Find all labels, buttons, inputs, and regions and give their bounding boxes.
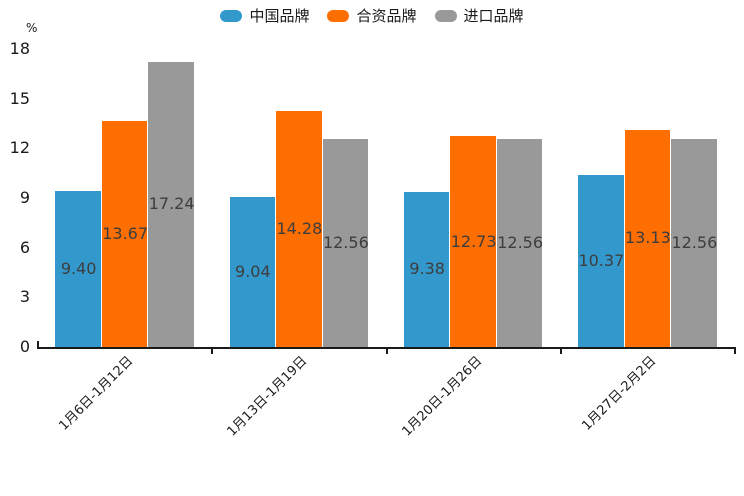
axis-tick [734, 349, 736, 354]
bar-series-0-group-1 [229, 197, 276, 347]
legend-item-series-0[interactable]: 中国品牌 [220, 6, 309, 26]
bar-series-0-group-3 [578, 175, 624, 347]
bar-value-label: 9.38 [409, 259, 445, 279]
bar-value-label: 12.56 [497, 233, 544, 252]
bar-value-label: 12.56 [322, 233, 369, 252]
plot-area: 9.40 13.67 17.24 9.04 14.28 12.56 9.38 12.73 12.… [38, 49, 735, 347]
axis-tick [37, 341, 39, 347]
bar-series-2-group-0 [148, 61, 194, 347]
bar-value-label: 17.24 [148, 194, 195, 214]
legend-label: 中国品牌 [249, 7, 310, 25]
bar-series-0-group-2 [403, 191, 450, 347]
bar-value-label: 9.40 [60, 259, 97, 279]
x-axis-line [37, 347, 736, 349]
x-tick-label-group-2: 1月20日-1月26日 [399, 353, 485, 440]
bar-series-2-group-3 [671, 139, 717, 347]
legend-label: 合资品牌 [356, 7, 417, 25]
y-tick-label: 6 [19, 237, 30, 257]
bar-value-label: 12.73 [450, 231, 497, 251]
y-tick-label: 12 [9, 138, 30, 158]
legend-marker-icon [434, 10, 457, 22]
bar-series-1-group-0 [101, 120, 148, 347]
bar-value-label: 14.28 [276, 218, 323, 238]
bar-value-label: 12.56 [671, 233, 718, 252]
y-axis-unit-label: % [26, 21, 38, 35]
bar-value-label: 9.04 [235, 262, 271, 282]
bar-series-2-group-1 [322, 139, 369, 347]
y-tick-label: 9 [19, 188, 30, 207]
legend-item-series-2[interactable]: 进口品牌 [434, 6, 524, 26]
axis-tick [385, 349, 388, 354]
bar-value-label: 13.67 [102, 223, 149, 243]
bar-value-label: 10.37 [578, 251, 625, 271]
bar-series-0-group-0 [55, 191, 101, 347]
y-tick-label: 15 [9, 88, 30, 108]
x-tick-label-group-1: 1月13日-1月19日 [224, 353, 311, 440]
legend-item-series-1[interactable]: 合资品牌 [327, 6, 417, 26]
bar-series-1-group-1 [276, 110, 322, 347]
bar-series-1-group-3 [624, 129, 671, 347]
legend-marker-icon [220, 10, 243, 22]
y-tick-label: 18 [9, 39, 30, 58]
y-tick-label: 0 [19, 337, 30, 356]
x-tick-label-group-0: 1月6日-1月12日 [56, 353, 137, 434]
y-tick-label: 3 [19, 287, 30, 307]
bar-value-label: 13.13 [624, 228, 671, 248]
legend-marker-icon [327, 10, 350, 22]
axis-tick [211, 349, 214, 354]
legend: 中国品牌 合资品牌 进口品牌 [0, 6, 744, 26]
bar-series-1-group-2 [450, 136, 496, 347]
bar-series-2-group-2 [496, 139, 543, 347]
axis-tick [559, 349, 562, 354]
x-tick-label-group-3: 1月27日-2月2日 [579, 353, 660, 434]
legend-label: 进口品牌 [463, 7, 524, 25]
